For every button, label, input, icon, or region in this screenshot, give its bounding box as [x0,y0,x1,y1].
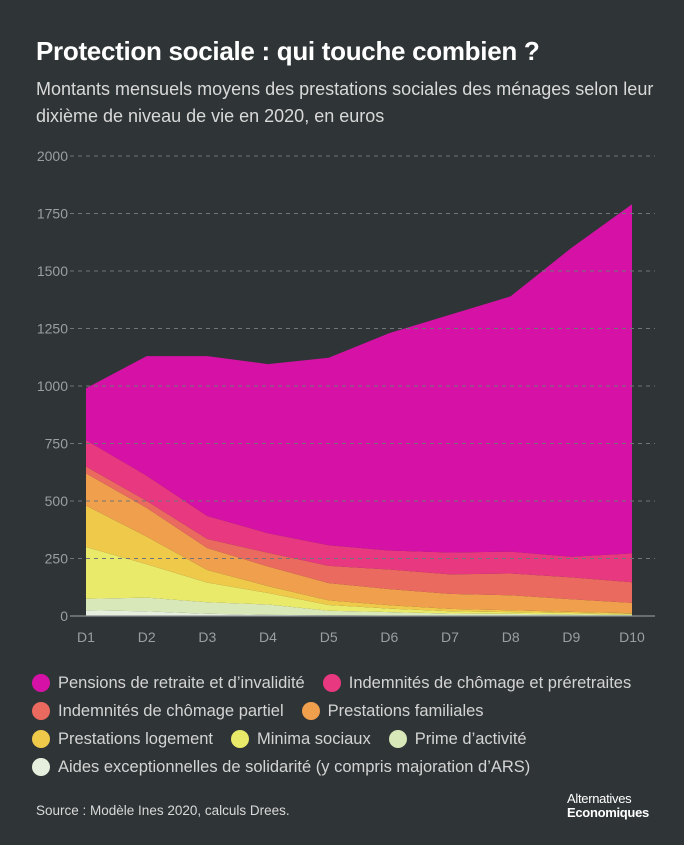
legend-label: Prestations familiales [327,701,484,720]
legend-swatch-icon [322,674,341,692]
legend-label: Minima sociaux [257,729,371,748]
area-series-2 [86,547,632,615]
y-tick-label: 750 [45,436,69,452]
source-note: Source : Modèle Ines 2020, calculs Drees… [36,803,290,818]
legend-swatch-icon [32,758,50,776]
area-series-5 [86,466,632,603]
x-tick-label: D3 [198,629,216,645]
area-series-7 [86,204,632,557]
x-tick-label: D6 [380,629,398,645]
x-tick-label: D8 [502,629,520,645]
area-series-4 [86,473,632,614]
legend-swatch-icon [32,674,50,692]
gridlines [70,155,655,617]
logo-line-1: Alternatives [567,791,632,806]
brand-logo: Alternatives Economiques [567,792,649,820]
legend: Pensions de retraite et d’invalidité Inde… [32,672,677,778]
x-tick-label: D1 [77,629,95,645]
chart-subtitle: Montants mensuels moyens des prestations… [36,79,654,126]
legend-item: Prime d’activité [388,728,527,750]
legend-swatch-icon [301,702,320,720]
area-series-6 [86,440,632,583]
y-tick-label: 250 [45,551,69,567]
legend-item: Aides exceptionnelles de solidarité (y c… [32,756,530,778]
y-tick-label: 1250 [37,321,68,337]
legend-swatch-icon [32,702,50,720]
area-series-1 [86,597,632,616]
legend-label: Indemnités de chômage partiel [58,701,284,720]
y-tick-label: 1000 [37,378,68,394]
y-axis-ticks: 0 250 500 750 1000 1250 1500 1750 2000 [37,148,68,624]
legend-item: Prestations familiales [301,700,484,722]
x-tick-label: D7 [441,629,459,645]
legend-swatch-icon [388,730,407,748]
y-tick-label: 1750 [37,206,68,222]
x-tick-label: D2 [138,629,156,645]
area-series-group [86,204,632,616]
legend-label: Indemnités de chômage et préretraites [348,673,632,692]
legend-label: Prestations logement [58,729,214,748]
x-axis-ticks: D1 D2 D3 D4 D5 D6 D7 D8 D9 D10 [77,629,645,645]
legend-swatch-icon [32,730,50,748]
x-tick-label: D4 [259,629,277,645]
legend-swatch-icon [231,730,250,748]
y-tick-label: 500 [45,493,69,509]
legend-label: Prime d’activité [414,729,527,748]
y-tick-label: 2000 [37,148,68,164]
legend-item: Indemnités de chômage partiel [32,700,284,722]
legend-label: Pensions de retraite et d’invalidité [58,673,305,692]
x-tick-label: D5 [320,629,338,645]
legend-label: Aides exceptionnelles de solidarité (y c… [58,757,531,776]
area-series-0 [86,610,632,616]
legend-item: Pensions de retraite et d’invalidité [32,672,305,694]
legend-item: Minima sociaux [231,728,371,750]
legend-item: Indemnités de chômage et préretraites [322,672,632,694]
y-tick-label: 1500 [37,263,68,279]
chart-title: Protection sociale : qui touche combien … [36,36,540,66]
legend-item: Prestations logement [32,728,213,750]
x-tick-label: D10 [619,629,645,645]
y-tick-label: 0 [60,608,68,624]
x-tick-label: D9 [562,629,580,645]
logo-line-2: Economiques [567,805,649,820]
